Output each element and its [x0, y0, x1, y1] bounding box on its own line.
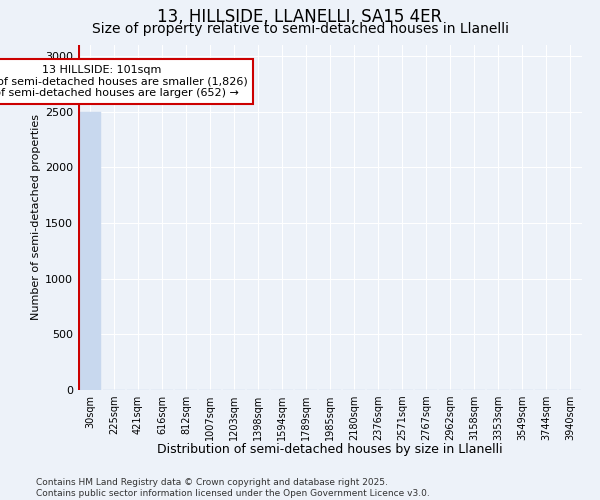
X-axis label: Distribution of semi-detached houses by size in Llanelli: Distribution of semi-detached houses by …: [157, 444, 503, 456]
Text: Contains HM Land Registry data © Crown copyright and database right 2025.
Contai: Contains HM Land Registry data © Crown c…: [36, 478, 430, 498]
Y-axis label: Number of semi-detached properties: Number of semi-detached properties: [31, 114, 41, 320]
Text: 13 HILLSIDE: 101sqm
← 73% of semi-detached houses are smaller (1,826)
26% of sem: 13 HILLSIDE: 101sqm ← 73% of semi-detach…: [0, 65, 248, 98]
Text: Size of property relative to semi-detached houses in Llanelli: Size of property relative to semi-detach…: [91, 22, 509, 36]
Text: 13, HILLSIDE, LLANELLI, SA15 4ER: 13, HILLSIDE, LLANELLI, SA15 4ER: [157, 8, 443, 26]
Bar: [79, 112, 101, 390]
